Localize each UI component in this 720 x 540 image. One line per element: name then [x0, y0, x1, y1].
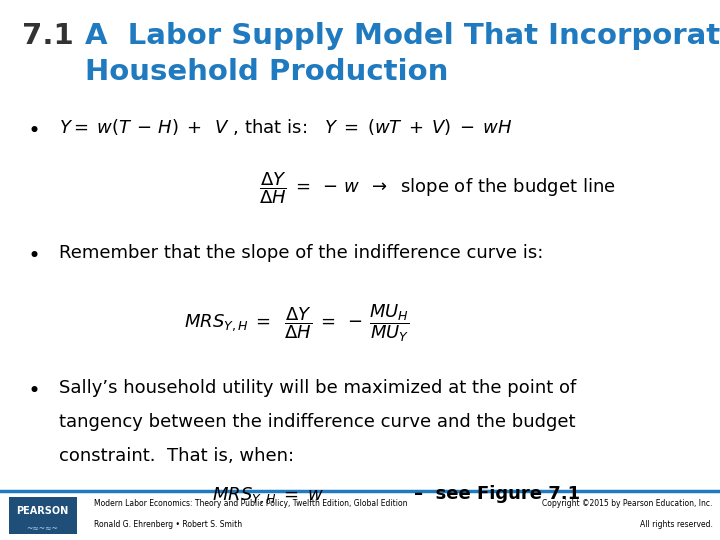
Text: Household Production: Household Production — [85, 58, 449, 86]
Text: PEARSON: PEARSON — [17, 507, 68, 516]
Text: $\bullet$: $\bullet$ — [27, 379, 39, 399]
Text: Remember that the slope of the indifference curve is:: Remember that the slope of the indiffere… — [59, 244, 544, 262]
Text: $MRS_{Y,H} \;=\;\; \dfrac{\Delta Y}{\Delta H} \;=\; -\,\dfrac{MU_H}{MU_Y}$: $MRS_{Y,H} \;=\;\; \dfrac{\Delta Y}{\Del… — [184, 302, 410, 344]
Text: Ronald G. Ehrenberg • Robert S. Smith: Ronald G. Ehrenberg • Robert S. Smith — [94, 521, 242, 529]
Text: Sally’s household utility will be maximized at the point of: Sally’s household utility will be maximi… — [59, 379, 576, 397]
Text: A  Labor Supply Model That Incorporates: A Labor Supply Model That Incorporates — [85, 22, 720, 50]
Text: –  see Figure 7.1: – see Figure 7.1 — [414, 485, 580, 503]
Text: $\bullet$: $\bullet$ — [27, 119, 39, 139]
Text: 7.1: 7.1 — [22, 22, 73, 50]
Text: $\bullet$: $\bullet$ — [27, 244, 39, 264]
Text: Copyright ©2015 by Pearson Education, Inc.: Copyright ©2015 by Pearson Education, In… — [542, 499, 713, 508]
Text: $MRS_{Y,H} \;=\; w$: $MRS_{Y,H} \;=\; w$ — [212, 485, 325, 506]
FancyBboxPatch shape — [9, 497, 77, 534]
Text: Modern Labor Economics: Theory and Public Policy, Twelfth Edition, Global Editio: Modern Labor Economics: Theory and Publi… — [94, 499, 407, 508]
Text: $Y = \; w(T\,-\,H) \;+\;\; V$ , that is:   $Y \;=\; (wT \;+\; V) \;-\; wH$: $Y = \; w(T\,-\,H) \;+\;\; V$ , that is:… — [59, 117, 513, 137]
Text: constraint.  That is, when:: constraint. That is, when: — [59, 447, 294, 465]
Text: $\dfrac{\Delta Y}{\Delta H} \;=\; -\,w \;\;\rightarrow\;\; \mathrm{slope\ of\ th: $\dfrac{\Delta Y}{\Delta H} \;=\; -\,w \… — [259, 170, 616, 206]
Text: tangency between the indifference curve and the budget: tangency between the indifference curve … — [59, 413, 575, 431]
Text: ~≈~≈~: ~≈~≈~ — [27, 523, 58, 531]
Text: All rights reserved.: All rights reserved. — [640, 521, 713, 529]
